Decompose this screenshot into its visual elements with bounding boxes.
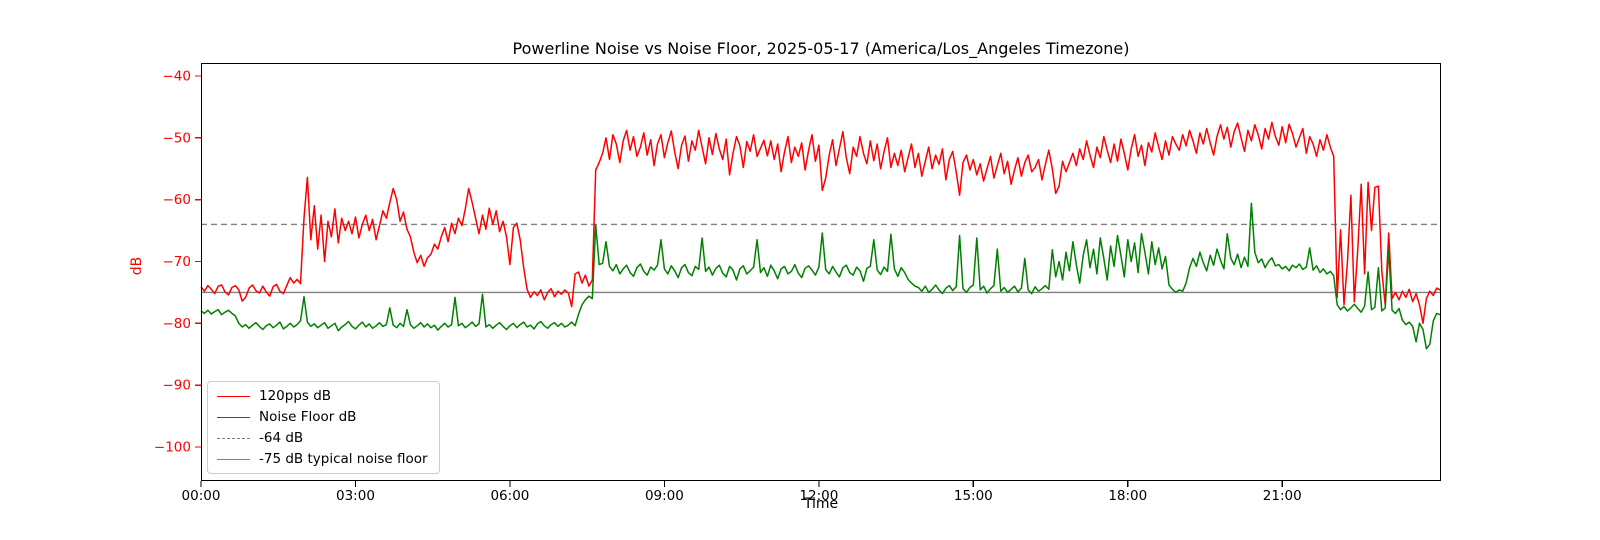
x-tick-label: 06:00: [490, 488, 529, 504]
legend-item-120pps: 120pps dB: [217, 388, 428, 404]
x-tick-label: 21:00: [1263, 488, 1302, 504]
x-tick-label: 00:00: [182, 488, 221, 504]
legend-item-noise-floor: Noise Floor dB: [217, 409, 428, 425]
x-tick-label: 03:00: [336, 488, 375, 504]
legend-line-sample-green: [217, 416, 250, 418]
legend-label: -75 dB typical noise floor: [259, 451, 428, 467]
y-tick-label: −60: [163, 192, 192, 208]
legend-label: Noise Floor dB: [259, 409, 357, 425]
y-tick-label: −70: [163, 254, 192, 270]
y-tick-label: −50: [163, 130, 192, 146]
x-tick-label: 12:00: [799, 488, 838, 504]
y-tick-label: −40: [163, 68, 192, 84]
legend-label: 120pps dB: [259, 388, 332, 404]
x-axis-label: Time: [803, 496, 839, 512]
y-tick-label: −100: [154, 439, 191, 455]
legend-item-64db: -64 dB: [217, 430, 428, 446]
y-tick-label: −90: [163, 378, 192, 394]
x-tick-label: 18:00: [1108, 488, 1147, 504]
legend: 120pps dB Noise Floor dB -64 dB -75 dB t…: [207, 381, 440, 474]
legend-item-75db: -75 dB typical noise floor: [217, 451, 428, 467]
legend-line-sample-dashed-gray: [217, 437, 250, 439]
x-tick-label: 15:00: [954, 488, 993, 504]
y-axis-label: dB: [129, 256, 145, 276]
legend-label: -64 dB: [259, 430, 304, 446]
chart-title: Powerline Noise vs Noise Floor, 2025-05-…: [512, 39, 1130, 58]
legend-line-sample-gray: [217, 458, 250, 460]
y-tick-label: −80: [163, 316, 192, 332]
x-tick-label: 09:00: [645, 488, 684, 504]
series-120pps: [200, 121, 1441, 325]
series-noise-floor: [200, 202, 1441, 350]
legend-line-sample-red: [217, 395, 250, 397]
plot-border: [201, 63, 1441, 481]
